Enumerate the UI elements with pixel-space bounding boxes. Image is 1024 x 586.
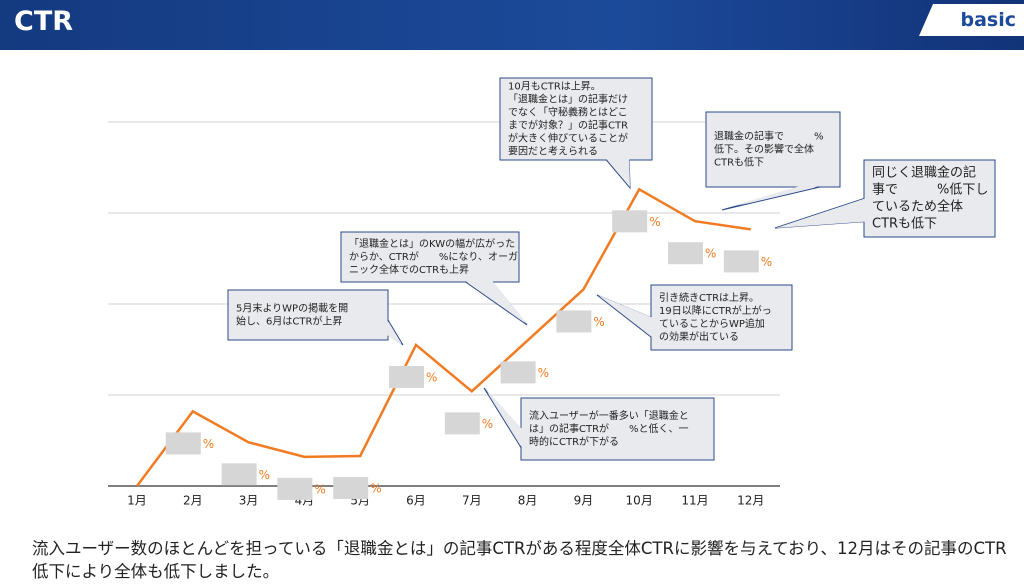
callout-text: 10月もCTRは上昇。 [508,81,601,93]
x-tick-label: 2月 [183,494,203,508]
callout-box [863,159,996,238]
value-label: % [314,482,325,496]
callout-text: からか、CTRが %になり、オーガ [349,250,518,263]
footer-text: 流入ユーザー数のほとんどを担っている「退職金とは」の記事CTRがある程度全体CT… [32,539,1007,581]
callout-text: 同じく退職金の記 [872,165,976,181]
callout: 引き続きCTRは上昇。19日以降にCTRが上がっていることからWP追加の効果が出… [596,284,793,351]
callout-text: の効果が出ている [659,330,739,343]
value-label: % [705,247,716,261]
x-tick-label: 3月 [239,494,259,508]
callout-seam [722,186,820,209]
x-tick-label: 9月 [574,494,594,508]
value-label: % [761,255,772,269]
chart: 1月 2月 3月 4月 5月 6月 7月 8月 9月 10月 11月 12月%%% %%%%%%%%5月… [108,77,996,508]
masked-value [556,310,592,333]
x-tick-label: 1月 [127,494,147,508]
callout-seam [606,159,630,187]
callout-box [340,231,520,283]
callout-text: 時的にCTRが下がる [529,435,619,448]
callout-pointer [721,186,821,211]
callout-text: 事で %低下し [872,183,988,198]
callout-text: 「退職金とは」のKWの幅が広がった [349,237,515,250]
value-label: % [203,437,214,451]
callout-text: ニック全体でのCTRも上昇 [349,263,469,276]
masked-value [668,242,703,265]
slide-title: CTR [14,6,74,37]
callout-seam [598,295,652,337]
x-tick-label: 7月 [462,494,482,508]
ctr-line [135,187,751,487]
callout: 10月もCTRは上昇。「退職金とは」の記事だけでなく「守秘義務とはどこまでが対象… [499,77,653,190]
callout-text: 始し、6月はCTRが上昇 [236,315,342,328]
callout-seam [485,388,522,448]
callout-text: が大きく伸びていることが [508,132,628,145]
callout-text: 流入ユーザーが一番多い「退職金と [529,409,689,422]
value-label: % [370,481,381,495]
value-label: % [259,468,270,482]
callout: 流入ユーザーが一番多い「退職金とは」の記事CTRが %と低く、一時的にCTRが下… [483,387,715,461]
callout-text: 低下。その影響で全体 [714,143,814,156]
value-label: % [426,370,437,384]
callout-text: ているため全体 [872,198,963,214]
callout-text: 退職金の記事で % [714,130,824,143]
callout-box [520,397,715,461]
callout-seam [776,198,865,228]
callout-box [705,111,841,188]
masked-value [444,412,480,435]
header-bar: CTR basic [0,0,1024,50]
masked-value [612,210,648,233]
callout-text: 要因だと考えられる [508,146,598,158]
callout-text: 5月末よりWPの掲載を開 [236,302,348,315]
masked-value [165,432,201,455]
masked-value [389,365,424,388]
x-tick-label: 8月 [518,494,538,508]
badge: basic [919,4,1024,36]
callout-text: 19日以降にCTRが上がっ [659,304,772,317]
callout-text: は」の記事CTRが %と低く、一 [529,422,689,435]
callout-text: までが対象？」の記事CTR [508,119,628,132]
masked-value [333,476,369,499]
x-tick-label: 6月 [406,494,426,508]
callout-box [499,77,653,161]
callout-text: 「退職金とは」の記事だけ [508,93,628,106]
value-label: % [649,215,660,229]
value-label: % [538,366,549,380]
x-tick-label: 10月 [626,494,653,508]
x-tick-label: 11月 [681,494,708,508]
callout-seam [387,320,402,345]
masked-value [277,477,313,500]
masked-value [723,250,759,273]
callout-text: CTRも低下 [872,216,937,231]
callout-text: ていることからWP追加 [659,317,765,330]
callout-text: でなく「守秘義務とはどこ [508,106,628,119]
callout-seam [465,281,527,324]
callout-text: CTRも低下 [714,156,764,169]
value-label: % [482,417,493,431]
callout-box [650,284,793,351]
callout-box [227,289,389,341]
masked-value [221,463,257,486]
value-label: % [593,315,604,329]
x-tick-label: 12月 [737,494,764,508]
masked-value [500,361,536,384]
callout-text: 引き続きCTRは上昇。 [659,291,759,304]
